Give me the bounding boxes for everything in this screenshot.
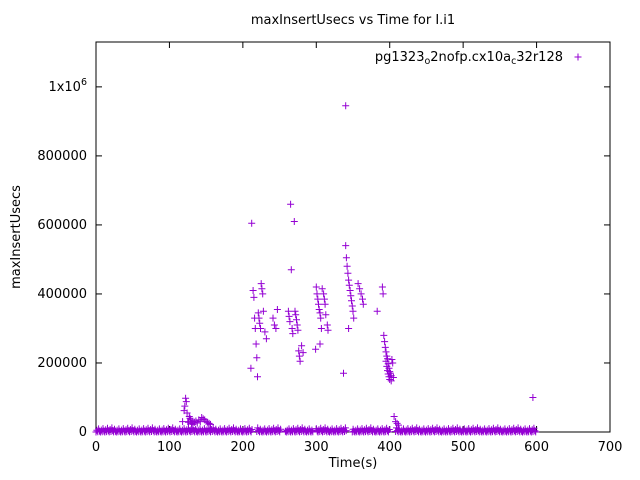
y-tick-label: 1x106 <box>48 77 87 95</box>
y-tick-label: 200000 <box>37 356 87 371</box>
x-tick-label: 200 <box>230 440 255 455</box>
x-tick-label: 0 <box>92 440 100 455</box>
x-tick-label: 400 <box>377 440 402 455</box>
data-points <box>179 102 537 429</box>
legend: pg1323o2nofp.cx10ac32r128 <box>375 50 582 67</box>
tick-labels: 0 100 200 300 400 500 600 700 0 200000 400000 60000… <box>37 77 622 455</box>
legend-label: pg1323o2nofp.cx10ac32r128 <box>375 50 563 67</box>
y-axis-label: maxInsertUsecs <box>9 185 24 289</box>
y-tick-label: 0 <box>79 425 87 440</box>
x-tick-label: 600 <box>524 440 549 455</box>
chart-title: maxInsertUsecs vs Time for I.i1 <box>251 13 455 28</box>
y-tick-label: 400000 <box>37 287 87 302</box>
y-tick-label: 600000 <box>37 218 87 233</box>
tick-marks <box>95 42 611 433</box>
y-tick-label: 800000 <box>37 149 87 164</box>
baseline-points <box>92 424 540 436</box>
legend-marker-plus-icon <box>574 53 582 61</box>
x-tick-label: 500 <box>451 440 476 455</box>
x-tick-label: 700 <box>598 440 623 455</box>
x-axis-label: Time(s) <box>328 456 378 471</box>
plot-border <box>95 41 611 433</box>
x-tick-label: 100 <box>157 440 182 455</box>
x-tick-label: 300 <box>304 440 329 455</box>
